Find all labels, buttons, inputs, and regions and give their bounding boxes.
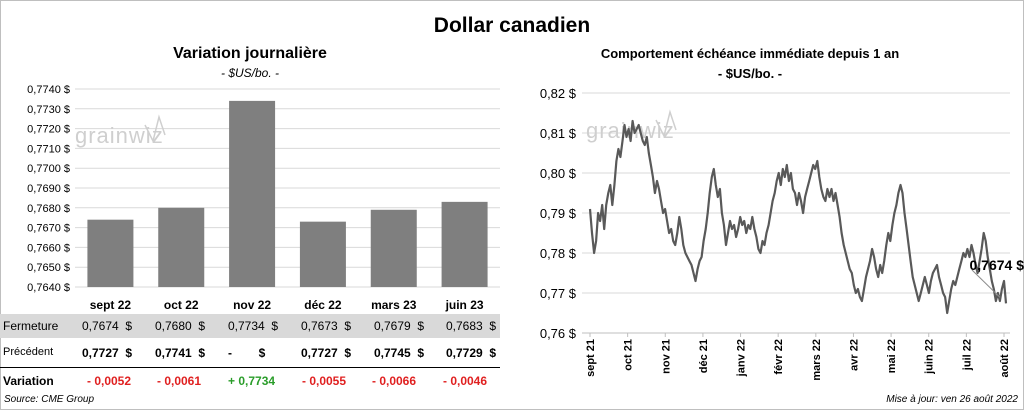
row-label-precedent: Précédent — [3, 346, 54, 358]
table-row-fermeture: Fermeture 0,7674 $ 0,7680 $ 0,7734 $ 0,7… — [0, 314, 500, 338]
fermeture-cell: 0,7679 $ — [374, 319, 425, 333]
fermeture-cell: 0,7683 $ — [446, 319, 497, 333]
x-tick-label: janv 22 — [736, 339, 748, 377]
table-row-precedent: Précédent 0,7727 $ 0,7741 $ - $ 0,7727 $… — [0, 341, 500, 365]
y-tick-label: 0,82 $ — [540, 86, 577, 101]
y-tick-label: 0,7720 $ — [27, 124, 70, 136]
x-tick-label: août 22 — [999, 339, 1011, 378]
x-tick-label: avr 22 — [848, 339, 860, 371]
precedent-cell: 0,7729 $ — [446, 346, 497, 360]
variation-cell: - 0,0061 — [157, 374, 202, 388]
x-tick-label: juil 22 — [961, 339, 973, 371]
watermark-text: grainwiz — [75, 123, 164, 148]
watermark-logo: grainwiz — [75, 114, 166, 148]
price-line — [588, 119, 1008, 315]
fermeture-cell: 0,7680 $ — [155, 319, 206, 333]
bar — [441, 201, 488, 287]
y-tick-label: 0,81 $ — [540, 126, 577, 141]
variation-cell: + 0,7734 — [228, 374, 276, 388]
y-tick-label: 0,78 $ — [540, 246, 577, 261]
variation-cell: - 0,0046 — [443, 374, 488, 388]
row-label-variation: Variation — [3, 374, 54, 388]
x-tick-label: sept 21 — [585, 339, 597, 377]
bar — [229, 100, 276, 287]
variation-cell: - 0,0066 — [372, 374, 417, 388]
precedent-cell: - $ — [228, 346, 266, 360]
x-tick-label: oct 21 — [623, 339, 635, 371]
last-value-label: 0,7674 $ — [970, 257, 1024, 273]
x-tick-label: juin 22 — [924, 339, 936, 375]
update-note: Mise à jour: ven 26 août 2022 — [886, 394, 1018, 405]
precedent-cell: 0,7745 $ — [374, 346, 425, 360]
last-value-leader — [971, 269, 1001, 298]
y-tick-label: 0,7660 $ — [27, 242, 70, 254]
bar-chart-unit: - $US/bo. - — [220, 66, 280, 80]
y-tick-label: 0,7700 $ — [27, 163, 70, 175]
y-tick-label: 0,7680 $ — [27, 203, 70, 215]
fermeture-cell: 0,7674 $ — [82, 319, 133, 333]
y-tick-label: 0,7670 $ — [27, 223, 70, 235]
bar — [299, 221, 346, 287]
line-chart-title: Comportement échéance immédiate depuis 1… — [600, 46, 900, 61]
y-tick-label: 0,79 $ — [540, 206, 577, 221]
bar — [370, 209, 417, 287]
row-label-fermeture: Fermeture — [3, 319, 59, 333]
table-row-variation: Variation - 0,0052 - 0,0061 + 0,7734 - 0… — [0, 369, 500, 393]
watermark-mark — [144, 114, 166, 144]
variation-cell: - 0,0055 — [302, 374, 347, 388]
bar-chart: 0,7740 $ 0,7730 $ 0,7720 $ 0,7710 $ 0,7700 $… — [27, 84, 500, 312]
page-title: Dollar canadien — [433, 14, 591, 37]
line-chart: 0,82 $ 0,81 $ 0,80 $ 0,79 $ 0,78 $ 0,77 $ 0,76… — [540, 86, 1024, 381]
precedent-cell: 0,7741 $ — [155, 346, 206, 360]
x-tick-label: nov 22 — [233, 298, 271, 312]
y-tick-label: 0,77 $ — [540, 286, 577, 301]
y-tick-label: 0,7650 $ — [27, 262, 70, 274]
fermeture-cell: 0,7673 $ — [301, 319, 352, 333]
x-tick-label: mars 23 — [371, 298, 417, 312]
x-tick-label: mars 22 — [811, 339, 823, 381]
variation-cell: - 0,0052 — [87, 374, 132, 388]
watermark-mark — [655, 109, 677, 139]
bar — [158, 207, 205, 287]
x-tick-label: mai 22 — [886, 339, 898, 373]
x-tick-label: déc 21 — [698, 339, 710, 373]
fermeture-cell: 0,7734 $ — [228, 319, 279, 333]
bar — [87, 219, 134, 287]
precedent-cell: 0,7727 $ — [301, 346, 352, 360]
y-tick-label: 0,7690 $ — [27, 183, 70, 195]
bar-chart-title: Variation journalière — [173, 45, 327, 62]
y-tick-label: 0,7730 $ — [27, 104, 70, 116]
y-tick-label: 0,80 $ — [540, 166, 577, 181]
x-tick-label: nov 21 — [660, 339, 672, 374]
x-tick-label: févr 22 — [773, 339, 785, 374]
precedent-cell: 0,7727 $ — [82, 346, 133, 360]
x-tick-label: sept 22 — [90, 298, 132, 312]
y-tick-label: 0,7640 $ — [27, 282, 70, 294]
line-chart-unit: - $US/bo. - — [717, 66, 783, 81]
x-tick-label: oct 22 — [164, 298, 199, 312]
table-divider — [0, 367, 500, 368]
y-tick-label: 0,76 $ — [540, 326, 577, 341]
y-tick-label: 0,7710 $ — [27, 143, 70, 155]
x-tick-label: juin 23 — [445, 298, 484, 312]
x-tick-label: déc 22 — [304, 298, 342, 312]
source-note: Source: CME Group — [4, 394, 95, 405]
y-tick-label: 0,7740 $ — [27, 84, 70, 96]
